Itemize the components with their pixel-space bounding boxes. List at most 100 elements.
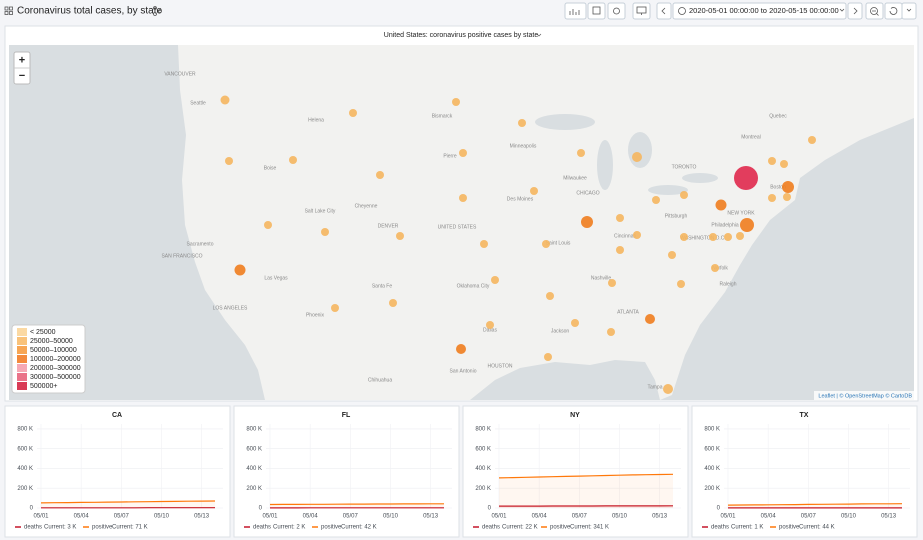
state-marker[interactable] <box>234 264 246 276</box>
state-marker[interactable] <box>544 353 552 361</box>
state-marker[interactable] <box>724 233 732 241</box>
city-label: Norfolk <box>712 265 728 271</box>
state-marker[interactable] <box>711 264 719 272</box>
legend-name[interactable]: positive <box>321 525 342 531</box>
state-marker[interactable] <box>396 232 404 240</box>
city-label: Dallas <box>483 327 497 333</box>
state-marker[interactable] <box>459 149 467 157</box>
state-marker[interactable] <box>782 181 794 193</box>
chart-title[interactable]: NY <box>570 412 580 419</box>
state-marker[interactable] <box>452 98 460 106</box>
x-tick-label: 05/04 <box>761 514 777 520</box>
legend-name[interactable]: deaths <box>253 525 271 531</box>
state-marker[interactable] <box>530 187 538 195</box>
y-tick-label: 200 K <box>475 486 491 492</box>
time-range[interactable]: 2020-05-01 00:00:00 to 2020-05-15 00:00:… <box>689 6 839 15</box>
state-marker[interactable] <box>736 232 744 240</box>
city-label: Bismarck <box>432 113 453 119</box>
legend-name[interactable]: positive <box>779 525 800 531</box>
attribution[interactable]: Leaflet | © OpenStreetMap © CartoDB <box>818 392 912 399</box>
tv-mode-button[interactable] <box>632 2 651 20</box>
state-marker[interactable] <box>652 196 660 204</box>
state-marker[interactable] <box>577 149 585 157</box>
state-marker[interactable] <box>289 156 297 164</box>
state-marker[interactable] <box>459 194 467 202</box>
legend-swatch <box>17 337 27 345</box>
time-picker[interactable] <box>672 2 847 20</box>
state-marker[interactable] <box>709 233 717 241</box>
x-tick-label: 05/10 <box>841 514 857 520</box>
city-label: Pierre <box>443 153 457 159</box>
state-marker[interactable] <box>780 160 788 168</box>
time-forward-button[interactable] <box>847 2 863 20</box>
add-panel-button[interactable] <box>564 2 587 20</box>
state-marker[interactable] <box>808 136 816 144</box>
state-marker[interactable] <box>680 233 688 241</box>
state-marker[interactable] <box>542 240 550 248</box>
state-marker[interactable] <box>633 231 641 239</box>
state-marker[interactable] <box>480 240 488 248</box>
state-marker[interactable] <box>518 119 526 127</box>
legend-name[interactable]: positive <box>550 525 571 531</box>
area-fill <box>728 503 902 508</box>
state-marker[interactable] <box>491 276 499 284</box>
state-marker[interactable] <box>734 166 758 190</box>
save-button[interactable] <box>587 2 606 20</box>
state-marker[interactable] <box>571 319 579 327</box>
city-label: LOS ANGELES <box>213 305 248 311</box>
legend-name[interactable]: deaths <box>24 525 42 531</box>
refresh-button[interactable] <box>884 2 903 20</box>
city-label: TORONTO <box>672 164 697 170</box>
state-marker[interactable] <box>331 304 339 312</box>
zoom-out[interactable]: − <box>19 70 25 82</box>
state-marker[interactable] <box>783 193 791 201</box>
state-marker[interactable] <box>668 251 676 259</box>
state-marker[interactable] <box>645 314 655 324</box>
state-marker[interactable] <box>456 344 466 354</box>
dashboard-title[interactable]: Coronavirus total cases, by state <box>17 6 163 17</box>
state-marker[interactable] <box>715 199 727 211</box>
chart-title[interactable]: TX <box>800 412 809 419</box>
city-label: Phoenix <box>306 312 325 318</box>
state-marker[interactable] <box>321 228 329 236</box>
legend-swatch <box>17 382 27 390</box>
legend-label: 100000–200000 <box>30 356 81 363</box>
time-back-button[interactable] <box>656 2 672 20</box>
y-tick-label: 400 K <box>17 466 33 472</box>
chart-title[interactable]: CA <box>112 412 122 419</box>
city-label: Nashville <box>591 275 612 281</box>
state-marker[interactable] <box>616 214 624 222</box>
legend-name[interactable]: deaths <box>711 525 729 531</box>
grid-icon[interactable] <box>4 6 13 15</box>
city-label: UNITED STATES <box>438 224 477 230</box>
state-marker[interactable] <box>376 171 384 179</box>
x-tick-label: 05/04 <box>303 514 319 520</box>
state-marker[interactable] <box>220 95 230 105</box>
settings-button[interactable] <box>607 2 626 20</box>
state-marker[interactable] <box>349 109 357 117</box>
map-title[interactable]: United States: coronavirus positive case… <box>384 32 539 39</box>
state-marker[interactable] <box>677 280 685 288</box>
state-marker[interactable] <box>768 157 776 165</box>
y-tick-label: 400 K <box>475 466 491 472</box>
state-marker[interactable] <box>616 246 624 254</box>
state-marker[interactable] <box>680 191 688 199</box>
chart-title[interactable]: FL <box>342 412 351 419</box>
state-marker[interactable] <box>389 299 397 307</box>
state-marker[interactable] <box>608 279 616 287</box>
series-line <box>40 500 216 504</box>
legend-name[interactable]: deaths <box>482 525 500 531</box>
state-marker[interactable] <box>663 384 673 394</box>
zoom-in[interactable]: + <box>19 54 25 66</box>
legend-name[interactable]: positive <box>92 525 113 531</box>
state-marker[interactable] <box>264 221 272 229</box>
state-marker[interactable] <box>486 321 494 329</box>
state-marker[interactable] <box>546 292 554 300</box>
share-icon[interactable] <box>153 6 162 16</box>
state-marker[interactable] <box>740 218 754 232</box>
state-marker[interactable] <box>768 194 776 202</box>
state-marker[interactable] <box>225 157 233 165</box>
state-marker[interactable] <box>581 216 593 228</box>
state-marker[interactable] <box>632 152 642 162</box>
state-marker[interactable] <box>607 328 615 336</box>
